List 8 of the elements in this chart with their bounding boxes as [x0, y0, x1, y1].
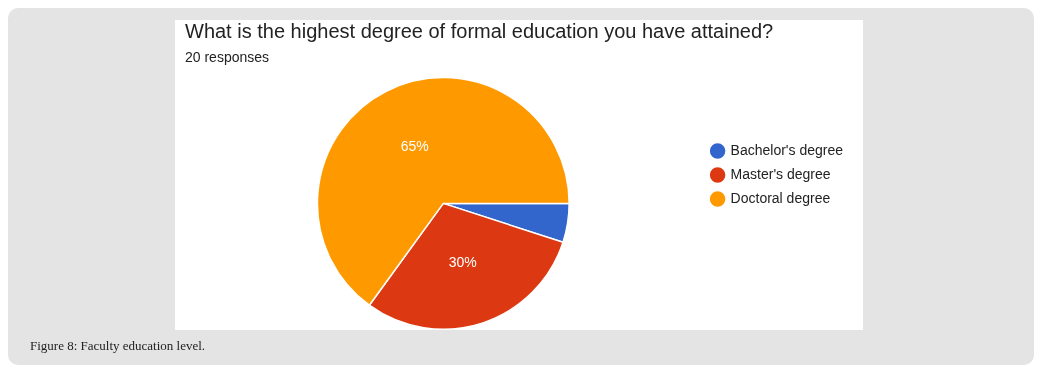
chart-subtitle: 20 responses	[185, 49, 270, 66]
caption: Figure 8: Faculty education level.	[30, 338, 206, 354]
chart-title: What is the highest degree of formal education you have attained?	[185, 19, 774, 42]
legend-label: Doctoral degree	[730, 189, 831, 206]
data-label: 65%	[400, 138, 429, 155]
legend-label: Bachelor's degree	[730, 141, 844, 158]
data-label: 30%	[448, 254, 477, 271]
legend-label: Master's degree	[730, 165, 831, 182]
